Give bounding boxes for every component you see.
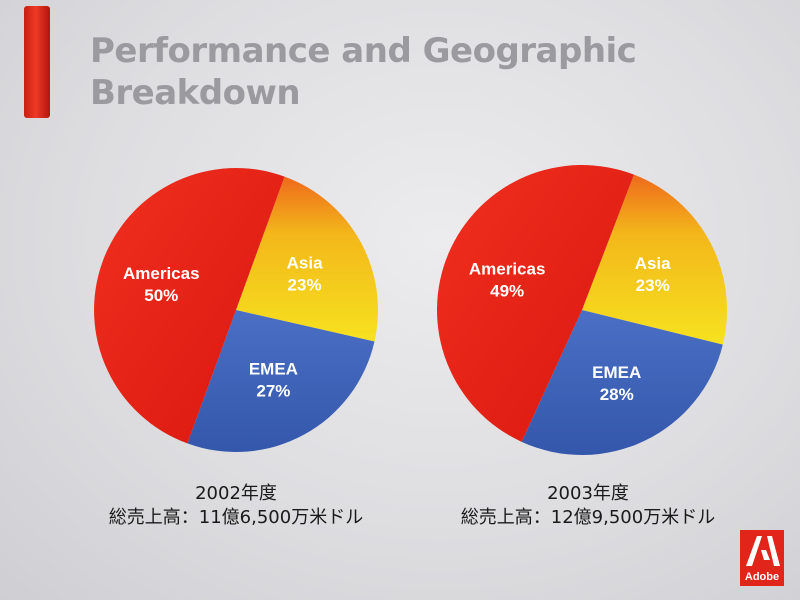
pie-slice-emea [521,310,723,455]
slice-label-americas: Americas [469,260,546,279]
slice-label-americas: Americas [123,264,200,283]
slice-label-asia: Asia [287,254,323,273]
slice-value-asia: 23% [636,276,670,295]
slice-value-emea: 27% [256,382,290,401]
caption-2003-year: 2003年度 [547,483,629,504]
title-line-2: Breakdown [90,73,301,113]
accent-bar [24,6,50,118]
pie-2002: Asia 23% EMEA 27% Americas 50% [94,168,379,452]
adobe-logo: Adobe [740,530,784,586]
caption-2003-total: 総売上高：12億9,500万米ドル [460,507,716,528]
pie-2003: Asia 23% EMEA 28% Americas 49% [436,164,727,455]
slice-value-americas: 49% [490,282,524,301]
slice-value-emea: 28% [600,385,634,404]
title-line-1: Performance and Geographic [90,31,637,71]
caption-2002-year: 2002年度 [195,483,277,504]
slice-value-asia: 23% [288,276,322,295]
pie-slice-asia [582,174,727,345]
caption-2003: 2003年度 総売上高：12億9,500万米ドル [428,482,748,530]
adobe-logo-text: Adobe [744,571,780,583]
slide-title: Performance and Geographic Breakdown [90,30,637,114]
slice-label-asia: Asia [635,254,671,273]
pie-slice-americas [436,164,634,442]
pie-slice-americas [94,168,285,444]
adobe-a-icon [746,536,780,566]
slice-label-emea: EMEA [249,360,298,379]
caption-2002-total: 総売上高：11億6,500万米ドル [108,507,364,528]
pie-slice-asia [236,176,379,342]
slice-value-americas: 50% [144,286,178,305]
caption-2002: 2002年度 総売上高：11億6,500万米ドル [76,482,396,530]
pie-slice-emea [187,310,375,452]
slice-label-emea: EMEA [592,363,641,382]
